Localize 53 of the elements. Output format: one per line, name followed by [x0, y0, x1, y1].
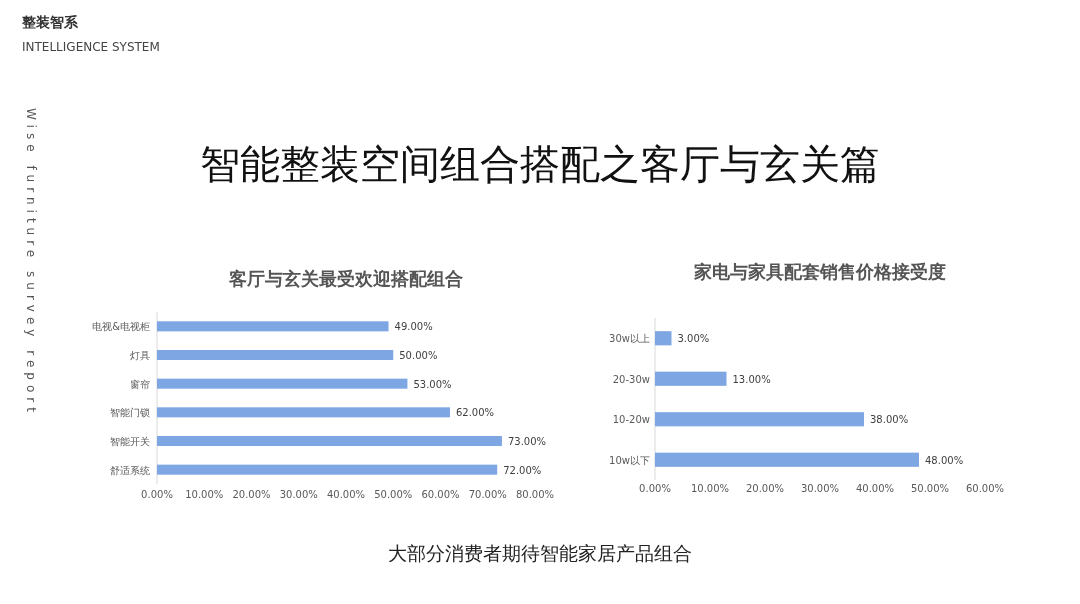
data-label: 49.00%	[394, 321, 433, 333]
y-tick-label: 窗帘	[130, 378, 150, 390]
x-tick-label: 70.00%	[468, 489, 507, 500]
bar	[655, 371, 727, 386]
x-tick-label: 10.00%	[185, 489, 224, 500]
bar	[157, 378, 408, 389]
y-tick-label: 智能开关	[110, 436, 150, 447]
y-tick-label: 10w以下	[609, 454, 650, 466]
x-tick-label: 20.00%	[745, 483, 785, 494]
x-tick-label: 40.00%	[326, 489, 366, 500]
bar	[655, 331, 672, 346]
text: 整装智系	[21, 14, 79, 30]
bar	[157, 321, 389, 332]
y-tick-label: 智能门锁	[110, 407, 150, 419]
bar	[157, 407, 450, 418]
x-tick-label: 60.00%	[965, 483, 1005, 494]
text: Wise furniture survey report	[24, 108, 38, 417]
text: 智能整装空间组合搭配之客厅与玄关篇	[200, 141, 880, 187]
x-tick-label: 80.00%	[515, 489, 555, 500]
x-tick-label: 30.00%	[800, 483, 840, 494]
x-tick-label: 30.00%	[279, 489, 318, 500]
data-label: 53.00%	[413, 378, 452, 390]
y-tick-label: 30w以上	[609, 333, 650, 345]
chart-title: 客厅与玄关最受欢迎搭配组合	[228, 268, 463, 289]
x-tick-label: 60.00%	[421, 489, 460, 500]
data-label: 50.00%	[399, 350, 438, 361]
bar	[655, 412, 864, 427]
x-tick-label: 0.00%	[639, 483, 671, 494]
x-tick-label: 50.00%	[910, 483, 950, 494]
x-tick-label: 40.00%	[855, 483, 895, 494]
y-tick-label: 10-20w	[612, 414, 650, 426]
data-label: 62.00%	[455, 407, 495, 419]
data-label: 48.00%	[925, 454, 964, 466]
data-label: 73.00%	[507, 436, 547, 447]
y-tick-label: 电视&电视柜	[92, 321, 150, 333]
y-tick-label: 舒适系统	[110, 464, 150, 476]
bar	[655, 452, 919, 467]
y-tick-label: 灯具	[130, 350, 150, 361]
bar	[157, 435, 502, 447]
data-label: 13.00%	[732, 373, 771, 385]
x-tick-label: 0.00%	[141, 489, 173, 500]
data-label: 38.00%	[870, 414, 909, 426]
data-label: 3.00%	[677, 333, 710, 345]
x-tick-label: 50.00%	[374, 489, 413, 500]
chart-title: 家电与家具配套销售价格接受度	[693, 261, 946, 282]
text: INTELLIGENCE SYSTEM	[22, 40, 160, 54]
x-tick-label: 10.00%	[690, 483, 730, 494]
x-tick-label: 20.00%	[232, 489, 271, 500]
text: 大部分消费者期待智能家居产品组合	[388, 542, 692, 564]
bar	[157, 464, 498, 475]
y-tick-label: 20-30w	[612, 373, 650, 385]
data-label: 72.00%	[503, 464, 542, 476]
bar	[157, 349, 394, 361]
